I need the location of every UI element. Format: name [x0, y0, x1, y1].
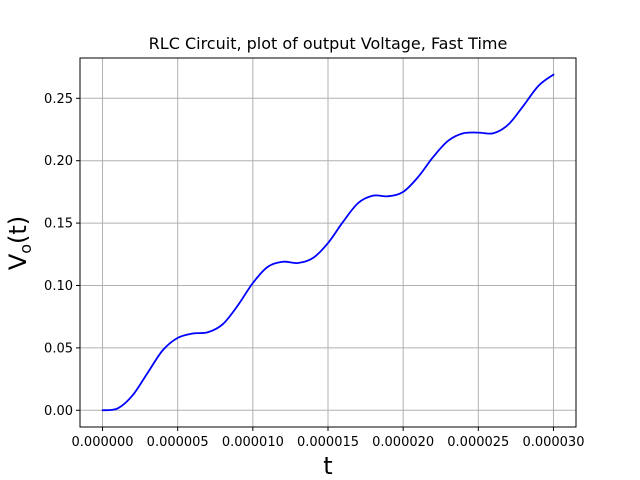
y-axis-label-suffix: (t)	[4, 216, 32, 244]
x-tick-label: 0.000010	[222, 435, 284, 450]
x-tick-label: 0.000020	[372, 435, 434, 450]
y-tick-label: 0.10	[44, 279, 73, 294]
x-tick-label: 0.000030	[522, 435, 584, 450]
y-axis-label-subscript: o	[16, 244, 35, 254]
y-axis-ticks: 0.00 0.05 0.10 0.15 0.20 0.25	[44, 92, 80, 419]
x-tick-label: 0.000025	[447, 435, 509, 450]
x-tick-label: 0.000000	[72, 435, 134, 450]
y-tick-label: 0.25	[44, 92, 73, 107]
x-tick-label: 0.000005	[147, 435, 209, 450]
y-tick-label: 0.15	[44, 217, 73, 232]
y-tick-label: 0.00	[44, 404, 73, 419]
chart-title: RLC Circuit, plot of output Voltage, Fas…	[149, 34, 508, 53]
x-tick-label: 0.000015	[297, 435, 359, 450]
y-axis-label-main: V	[4, 253, 32, 270]
grid-lines	[80, 58, 576, 427]
x-axis-ticks: 0.000000 0.000005 0.000010 0.000015 0.000020…	[72, 427, 584, 450]
y-axis-label: Vo(t)	[4, 216, 35, 270]
x-axis-label: t	[323, 452, 332, 480]
series-layer	[101, 73, 555, 412]
y-tick-label: 0.05	[44, 341, 73, 356]
y-tick-label: 0.20	[44, 154, 73, 169]
series-line	[101, 73, 555, 412]
